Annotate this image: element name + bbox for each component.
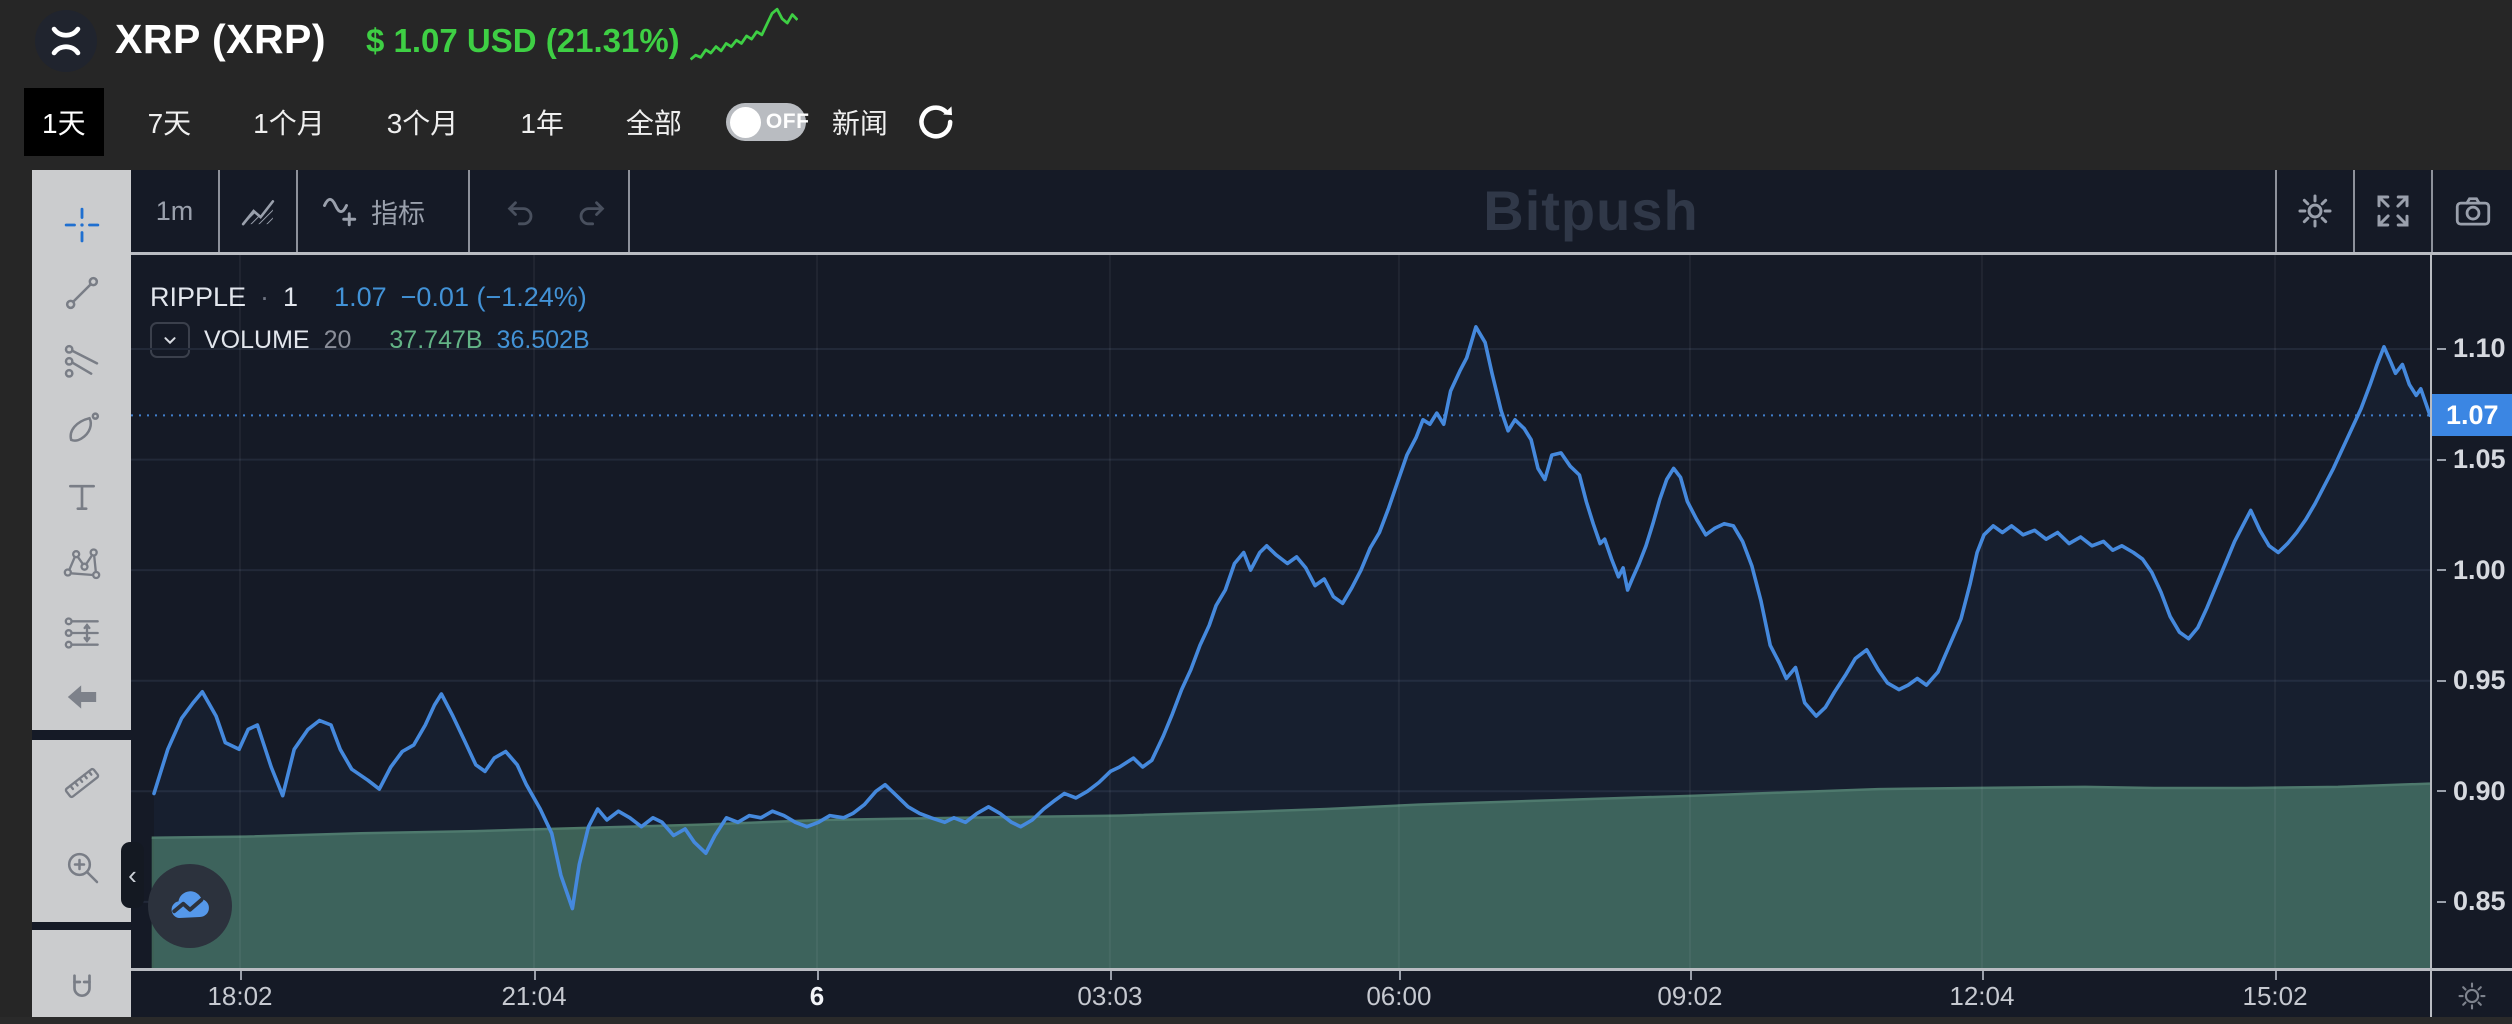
chart-toolbar: 1m 指标: [131, 170, 2512, 255]
trading-chart-widget: 1m 指标: [32, 170, 2512, 1024]
theme-corner[interactable]: [2430, 971, 2512, 1020]
price-axis[interactable]: 1.10 1.05 1.00 0.95 0.90 0.85 1.07: [2430, 255, 2512, 968]
legend-last-price: 1.07: [334, 282, 387, 312]
fullscreen-icon: [2377, 195, 2409, 227]
undo-icon: [507, 201, 533, 226]
range-tab-1[interactable]: 7天: [147, 108, 192, 139]
legend-interval: 1: [283, 282, 299, 312]
time-tick-03:03: 03:03: [1077, 981, 1143, 1011]
xrp-logo-icon: [35, 10, 97, 72]
price-tick-0.95: 0.95: [2432, 665, 2506, 696]
undo-button[interactable]: [491, 170, 551, 252]
cloud-chart-icon: [171, 891, 209, 918]
chart-style-button[interactable]: [220, 170, 296, 252]
magnet-icon: [72, 974, 91, 997]
ruler-icon: [64, 767, 99, 799]
zoom-in-icon: [67, 852, 98, 884]
price-tick-0.90: 0.90: [2432, 776, 2506, 806]
redo-icon: [579, 201, 605, 226]
provider-cloud-logo[interactable]: [148, 864, 232, 948]
indicators-icon[interactable]: [311, 170, 371, 252]
toggle-knob: [729, 106, 761, 138]
news-label[interactable]: 新闻: [831, 108, 888, 139]
brush-icon: [68, 412, 99, 442]
price-tick-1.00: 1.00: [2432, 555, 2506, 585]
price-tick-0.85: 0.85: [2432, 886, 2506, 917]
crosshair-icon: [64, 207, 99, 243]
range-tab-5[interactable]: 全部: [625, 108, 682, 139]
price-tick-1.10: 1.10: [2432, 333, 2506, 364]
news-toggle[interactable]: OFF: [725, 103, 809, 141]
time-tick-18:02: 18:02: [207, 981, 273, 1011]
fib-lines-icon: [64, 344, 98, 378]
text-tool-button[interactable]: [32, 466, 131, 528]
interval-button[interactable]: 1m: [155, 195, 194, 226]
range-tab-2[interactable]: 1个月: [253, 108, 325, 139]
toolbar-collapse-handle[interactable]: ‹: [121, 842, 144, 908]
range-tab-4[interactable]: 1年: [520, 108, 564, 139]
xabcd-pattern-icon: [63, 548, 100, 580]
collapse-volume-button[interactable]: [150, 322, 190, 358]
camera-icon: [2455, 197, 2490, 226]
price-summary: $ 1.07 USD (21.31%): [366, 22, 680, 59]
price-tick-1.05: 1.05: [2432, 444, 2506, 475]
legend-symbol-name[interactable]: RIPPLE: [150, 282, 247, 312]
fullscreen-button[interactable]: [2355, 170, 2431, 252]
text-tool-icon: [68, 484, 95, 510]
header-sparkline-chart: [689, 6, 799, 68]
page-title: XRP (XRP): [115, 16, 327, 62]
time-tick-15:02: 15:02: [2242, 981, 2308, 1011]
gann-fib-tool-button[interactable]: [32, 330, 131, 392]
indicators-button[interactable]: 指标: [371, 198, 425, 229]
time-tick-06:00: 06:00: [1366, 981, 1432, 1011]
sun-icon: [2458, 981, 2486, 1010]
snapshot-button[interactable]: [2433, 170, 2512, 252]
settings-button[interactable]: [2277, 170, 2353, 252]
range-tab-0[interactable]: 1天: [24, 88, 104, 156]
magnet-tool-button[interactable]: [32, 958, 131, 1020]
last-price-label: 1.07: [2432, 394, 2512, 437]
gear-icon: [2298, 194, 2332, 228]
brush-tool-button[interactable]: [32, 398, 131, 460]
header: XRP (XRP) $ 1.07 USD (21.31%): [0, 0, 2512, 91]
bottom-strip: [0, 1017, 2512, 1024]
bitpush-watermark: Bitpush: [1483, 179, 1699, 242]
time-tick-12:04: 12:04: [1949, 981, 2015, 1011]
trend-line-icon: [65, 276, 98, 310]
legend-change: −0.01 (−1.24%): [400, 282, 587, 312]
time-tick-09:02: 09:02: [1657, 981, 1723, 1011]
time-axis[interactable]: 18:02 21:04 6 03:03 06:00 09:02 12:04 15:02: [131, 968, 2512, 1020]
time-tick-6: 6: [809, 981, 825, 1011]
crosshair-tool-button[interactable]: [32, 194, 131, 256]
range-tab-3[interactable]: 3个月: [386, 108, 459, 139]
measure-tool-button[interactable]: [32, 752, 131, 814]
chevron-down-icon: [164, 337, 176, 345]
area-chart-icon: [241, 200, 275, 226]
legend-separator: ·: [260, 282, 270, 312]
back-arrow-button[interactable]: [32, 666, 131, 728]
trend-line-tool-button[interactable]: [32, 262, 131, 324]
pattern-tool-button[interactable]: [32, 534, 131, 596]
toggle-state-label: OFF: [765, 110, 810, 133]
drawing-toolbar: [32, 170, 131, 1024]
price-chart-canvas[interactable]: [131, 255, 2430, 968]
symbol-legend: RIPPLE · 1 1.07 −0.01 (−1.24%): [150, 282, 587, 313]
redo-button[interactable]: [561, 170, 621, 252]
time-tick-21:04: 21:04: [501, 981, 567, 1011]
range-tabs-row: 1天 7天 1个月 3个月 1年 全部 OFF 新闻: [0, 88, 2512, 156]
refresh-button[interactable]: [914, 100, 958, 144]
forecast-tool-button[interactable]: [32, 602, 131, 664]
wave-plus-icon: [323, 197, 357, 227]
arrow-left-icon: [67, 685, 96, 709]
refresh-icon: [919, 105, 953, 139]
projection-lines-icon: [64, 617, 99, 649]
zoom-in-tool-button[interactable]: [32, 836, 131, 898]
